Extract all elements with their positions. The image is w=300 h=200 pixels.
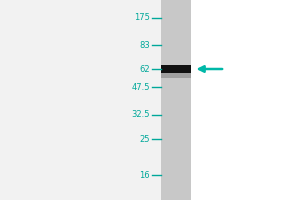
Text: 62: 62 [140, 64, 150, 73]
Text: 83: 83 [139, 40, 150, 49]
Text: 25: 25 [140, 134, 150, 144]
Text: 16: 16 [140, 170, 150, 180]
Text: 32.5: 32.5 [131, 110, 150, 119]
FancyBboxPatch shape [160, 73, 190, 78]
Text: 175: 175 [134, 14, 150, 22]
FancyBboxPatch shape [160, 0, 190, 200]
Text: 47.5: 47.5 [131, 83, 150, 92]
FancyBboxPatch shape [0, 0, 160, 200]
FancyBboxPatch shape [190, 0, 300, 200]
FancyBboxPatch shape [160, 65, 190, 73]
